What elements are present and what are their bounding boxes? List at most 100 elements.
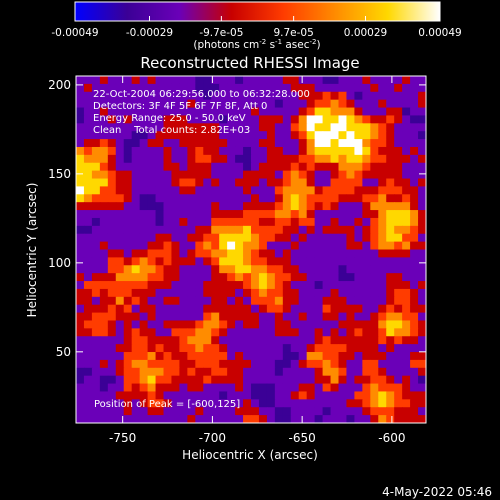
heatmap-cell bbox=[418, 194, 426, 203]
heatmap-cell bbox=[179, 210, 188, 219]
heatmap-cell bbox=[370, 359, 379, 369]
heatmap-cell bbox=[147, 415, 157, 423]
heatmap-cell bbox=[76, 217, 85, 227]
heatmap-cell bbox=[147, 217, 157, 227]
heatmap-cell bbox=[163, 186, 173, 195]
heatmap-cell bbox=[187, 328, 196, 337]
heatmap-cell bbox=[155, 170, 165, 180]
heatmap-cell bbox=[203, 154, 212, 164]
heatmap-cell bbox=[107, 83, 117, 93]
heatmap-cell bbox=[211, 359, 220, 369]
heatmap-cell bbox=[274, 162, 284, 172]
heatmap-cell bbox=[219, 328, 228, 337]
heatmap-cell bbox=[282, 304, 292, 314]
heatmap-cell bbox=[115, 320, 125, 329]
heatmap-cell bbox=[171, 123, 180, 132]
heatmap-cell bbox=[83, 210, 93, 219]
heatmap-cell bbox=[330, 99, 340, 109]
heatmap-cell bbox=[322, 352, 332, 361]
heatmap-cell bbox=[402, 146, 411, 156]
heatmap-cell bbox=[338, 288, 348, 298]
heatmap-cell bbox=[386, 210, 395, 219]
heatmap-cell bbox=[298, 415, 308, 423]
plot-frame bbox=[75, 75, 427, 424]
heatmap-cell bbox=[370, 115, 379, 124]
heatmap-cell bbox=[266, 407, 276, 416]
heatmap-cell bbox=[139, 115, 149, 124]
heatmap-cell bbox=[139, 304, 149, 314]
heatmap-cell bbox=[378, 225, 387, 235]
heatmap-cell bbox=[99, 257, 109, 266]
heatmap-cell bbox=[258, 391, 268, 400]
heatmap-cell bbox=[171, 194, 180, 203]
heatmap-cell bbox=[131, 296, 141, 306]
heatmap-cell bbox=[83, 123, 93, 132]
heatmap-cell bbox=[402, 320, 411, 329]
heatmap-cell bbox=[402, 76, 411, 85]
heatmap-cell bbox=[378, 407, 387, 416]
heatmap-cell bbox=[402, 170, 411, 180]
heatmap-cell bbox=[115, 273, 125, 282]
heatmap-cell bbox=[394, 281, 403, 290]
heatmap-cell bbox=[251, 281, 260, 290]
heatmap-cell bbox=[219, 233, 228, 243]
heatmap-cell bbox=[370, 146, 379, 156]
heatmap-cell bbox=[298, 352, 308, 361]
heatmap-cell bbox=[306, 76, 316, 85]
colorbar-ticks: -0.00049 -0.00029 -9.7e-05 9.7e-05 0.00029 0.… bbox=[51, 16, 462, 39]
heatmap-cell bbox=[354, 304, 363, 314]
heatmap-cell bbox=[147, 296, 157, 306]
heatmap-cell bbox=[266, 99, 276, 109]
heatmap-cell bbox=[298, 391, 308, 400]
heatmap-cell bbox=[107, 107, 117, 117]
heatmap-cell bbox=[171, 296, 180, 306]
heatmap-cell bbox=[314, 241, 324, 251]
heatmap-cell bbox=[306, 131, 316, 140]
heatmap-cell bbox=[243, 170, 252, 180]
heatmap-cell bbox=[402, 265, 411, 274]
heatmap-cell bbox=[298, 241, 308, 251]
heatmap-cell bbox=[99, 233, 109, 243]
heatmap-cell bbox=[338, 249, 348, 258]
heatmap-cell bbox=[155, 115, 165, 124]
heatmap-cell bbox=[346, 288, 355, 298]
heatmap-cell bbox=[179, 146, 188, 156]
heatmap-cell bbox=[274, 186, 284, 195]
heatmap-cell bbox=[115, 359, 125, 369]
heatmap-cell bbox=[179, 273, 188, 282]
heatmap-cell bbox=[211, 265, 220, 274]
heatmap-cell bbox=[394, 320, 403, 329]
heatmap-cell bbox=[235, 233, 244, 243]
heatmap-cell bbox=[99, 115, 109, 124]
heatmap-cell bbox=[211, 76, 220, 85]
heatmap-cell bbox=[362, 83, 371, 93]
heatmap-cell bbox=[282, 352, 292, 361]
heatmap-cell bbox=[418, 249, 426, 258]
heatmap-cell bbox=[402, 225, 411, 235]
heatmap-cell bbox=[235, 186, 244, 195]
heatmap-cell bbox=[91, 383, 101, 393]
heatmap-cell bbox=[115, 225, 125, 235]
heatmap-cell bbox=[155, 178, 165, 188]
heatmap-cell bbox=[147, 107, 157, 117]
heatmap-cell bbox=[211, 257, 220, 266]
heatmap-cell bbox=[155, 312, 165, 322]
heatmap-cell bbox=[179, 202, 188, 211]
heatmap-cell bbox=[314, 391, 324, 400]
heatmap-cell bbox=[322, 99, 332, 109]
heatmap-cell bbox=[195, 233, 204, 243]
heatmap-cell bbox=[330, 154, 340, 164]
heatmap-cell bbox=[227, 91, 236, 101]
heatmap-cell bbox=[274, 415, 284, 423]
heatmap-cell bbox=[76, 154, 85, 164]
heatmap-cell bbox=[187, 288, 196, 298]
heatmap-cell bbox=[370, 202, 379, 211]
heatmap-cell bbox=[107, 320, 117, 329]
heatmap-cell bbox=[330, 170, 340, 180]
heatmap-cell bbox=[306, 375, 316, 385]
heatmap-cell bbox=[251, 217, 260, 227]
heatmap-cell bbox=[394, 178, 403, 188]
heatmap-cell bbox=[402, 415, 411, 423]
heatmap-cell bbox=[266, 91, 276, 101]
heatmap-cell bbox=[76, 288, 85, 298]
